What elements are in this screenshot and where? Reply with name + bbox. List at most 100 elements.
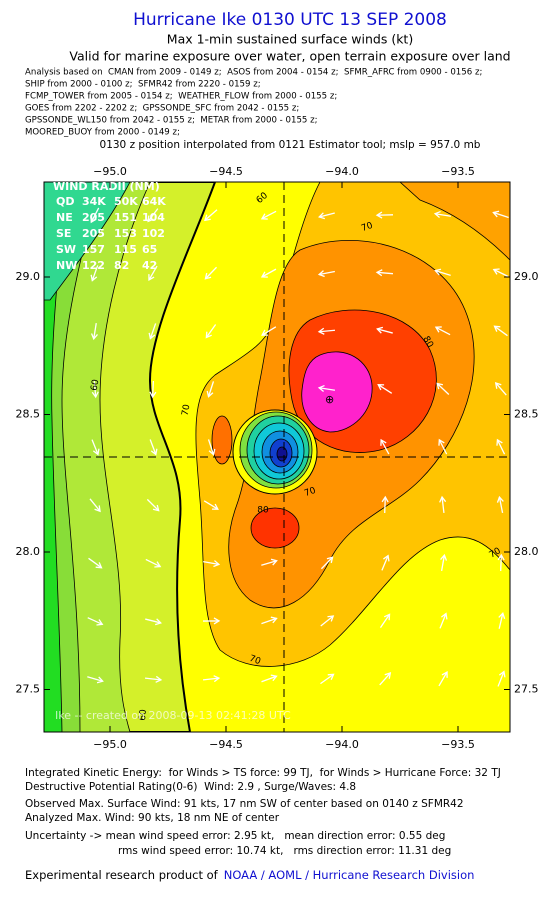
wind-arrow (205, 324, 217, 338)
radii-cell: SW (56, 243, 76, 256)
wind-arrow (377, 384, 393, 394)
wind-arrow (261, 617, 277, 625)
wind-arrow-head (90, 333, 98, 341)
wind-arrow-head (440, 553, 448, 561)
wind-arrow-head (148, 274, 155, 282)
radii-cell: 115 (114, 243, 137, 256)
footer-line: Destructive Potential Rating(0-6) Wind: … (25, 781, 356, 793)
wind-arrow-head (208, 448, 216, 456)
radii-cell: 122 (82, 259, 105, 272)
wind-arrow (377, 328, 393, 334)
wind-arrow-head (205, 331, 212, 339)
wind-arrow-head (383, 554, 390, 562)
wind-arrow-head (434, 326, 442, 333)
wind-arrow-head (154, 561, 162, 568)
wind-arrow (148, 265, 158, 281)
lat-label-left: 27.5 (16, 683, 41, 696)
radii-cell: 205 (82, 211, 105, 224)
wind-arrow (88, 557, 102, 569)
analysis-sources: Analysis based on CMAN from 2009 - 0149 … (25, 68, 482, 138)
wind-radii: WIND RADII (NM) QD 34K 50K 64K NE 205 151 104 SE 2… (53, 180, 166, 272)
wind-arrow (93, 380, 97, 398)
wind-arrows (87, 207, 509, 687)
wind-arrow (379, 672, 391, 686)
wind-arrow (87, 617, 103, 625)
wind-arrow (146, 498, 160, 512)
wind-arrow-head (492, 210, 500, 218)
radii-cell: 153 (114, 227, 137, 240)
wind-arrow (261, 675, 277, 683)
wind-arrow-head (496, 438, 503, 446)
wind-arrow (318, 329, 336, 333)
wind-arrow (435, 326, 451, 336)
radii-cell: 42 (142, 259, 157, 272)
radii-column: 50K (114, 195, 138, 208)
radii-heading: WIND RADII (NM) (53, 180, 160, 193)
wind-arrow-head (270, 558, 278, 566)
position-note: 0130 z position interpolated from 0121 E… (100, 139, 481, 151)
wind-arrow-head (440, 612, 448, 620)
wind-arrow (203, 500, 219, 510)
lon-label-top: −95.0 (93, 165, 127, 178)
wind-arrow-head (381, 495, 389, 503)
wind-arrow-head (96, 676, 104, 684)
wind-arrow-head (211, 503, 219, 510)
wind-arrow (90, 207, 100, 223)
map-frame (43, 181, 511, 733)
wind-arrow-head (206, 390, 214, 398)
footer-line: Integrated Kinetic Energy: for Winds > T… (25, 767, 501, 779)
wind-arrow-head (317, 327, 325, 335)
wind-arrow-head (96, 619, 104, 626)
wind-arrow-head (441, 671, 448, 678)
wind-arrow-head (90, 274, 98, 282)
wind-arrow (203, 560, 219, 566)
contour-band (211, 415, 233, 465)
wind-arrow-head (383, 613, 391, 621)
wind-arrow (89, 498, 101, 512)
land-band (44, 182, 131, 301)
title: Hurricane Ike 0130 UTC 13 SEP 2008 (133, 10, 447, 30)
wind-arrow-head (261, 329, 268, 336)
wind-arrow (380, 439, 390, 455)
wind-arrow (436, 383, 450, 395)
credit-link[interactable]: NOAA / AOML / Hurricane Research Divisio… (224, 868, 475, 882)
wind-arrow (319, 212, 335, 218)
wind-arrow (441, 496, 445, 514)
wind-arrow-head (154, 618, 162, 626)
footer-line: Uncertainty -> mean wind speed error: 2.… (25, 830, 445, 842)
wind-arrow-head (94, 505, 101, 513)
wind-arrow-head (497, 553, 505, 561)
wind-arrow (438, 671, 448, 687)
wind-arrow-head (436, 382, 444, 390)
wind-arrow (496, 439, 506, 455)
wind-arrow-head (260, 213, 268, 220)
radii-cell: 104 (142, 211, 165, 224)
wind-arrow-head (494, 382, 502, 389)
wind-arrow-head (380, 438, 387, 446)
wind-arrow-head (152, 504, 160, 512)
lat-label-right: 29.0 (514, 270, 539, 283)
contour-label: 80 (257, 506, 269, 516)
subtitle: Max 1-min sustained surface winds (kt) (167, 32, 413, 47)
max-wind-marker: ⊕ (325, 393, 334, 406)
wind-arrow (319, 270, 335, 276)
wind-arrow (493, 211, 509, 219)
wind-arrow-head (377, 384, 385, 391)
lat-label-right: 28.0 (514, 545, 539, 558)
contour-band (301, 351, 373, 433)
wind-arrow (91, 439, 99, 455)
footer-line: Observed Max. Surface Wind: 91 kts, 17 n… (25, 798, 464, 810)
wind-arrow-head (327, 615, 335, 622)
wind-arrow-head (91, 391, 99, 399)
wind-arrow (381, 555, 389, 571)
lon-label-bottom: −94.5 (209, 738, 243, 751)
wind-arrow-head (150, 448, 158, 456)
source-line: GPSSONDE_WL150 from 2042 - 0155 z; METAR… (25, 116, 318, 126)
wind-arrow (261, 326, 277, 336)
radii-cell: 82 (114, 259, 129, 272)
wind-arrow-head (213, 560, 221, 568)
wind-arrow-head (270, 674, 278, 682)
wind-arrow (439, 613, 447, 629)
wind-arrow-head (213, 617, 221, 625)
contour-band (399, 182, 510, 261)
